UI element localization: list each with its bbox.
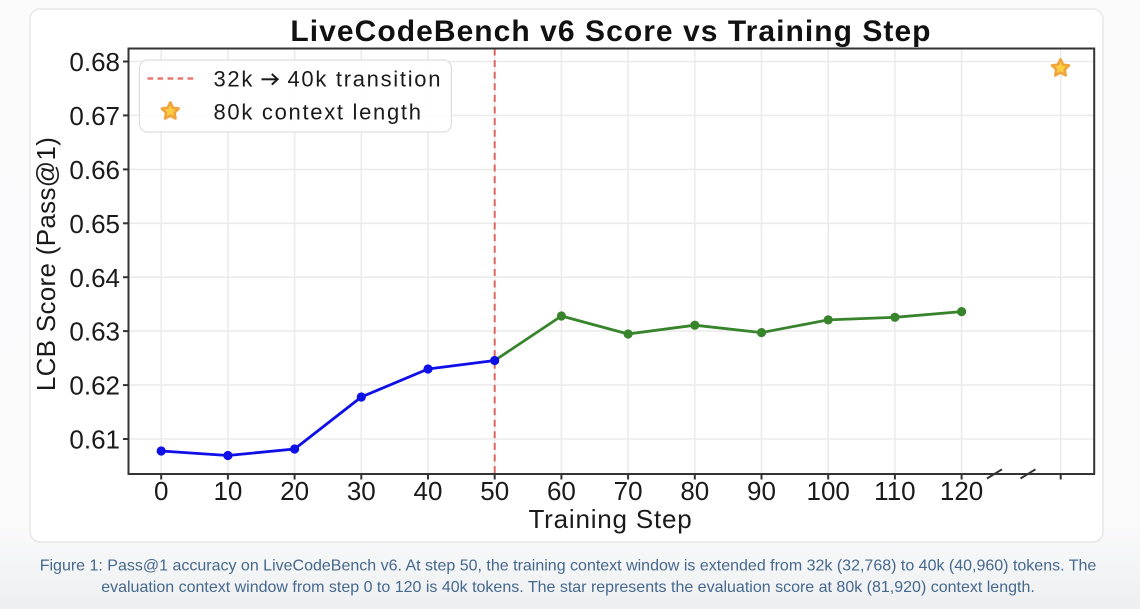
- svg-text:0.62: 0.62: [69, 371, 120, 401]
- svg-text:70: 70: [614, 476, 643, 506]
- svg-text:20: 20: [280, 476, 309, 506]
- svg-text:0.68: 0.68: [69, 47, 120, 77]
- svg-text:Training Step: Training Step: [528, 504, 692, 534]
- svg-text:LCB Score (Pass@1): LCB Score (Pass@1): [31, 137, 61, 391]
- svg-text:32k: 32k: [214, 67, 255, 92]
- svg-text:10: 10: [213, 476, 242, 506]
- svg-text:0.66: 0.66: [69, 155, 120, 185]
- svg-text:Figure 1: Pass@1 accuracy on L: Figure 1: Pass@1 accuracy on LiveCodeBen…: [40, 558, 1097, 575]
- svg-text:40k transition: 40k transition: [288, 67, 443, 92]
- svg-text:0.65: 0.65: [69, 209, 120, 239]
- svg-text:0: 0: [154, 476, 168, 506]
- svg-text:90: 90: [747, 476, 776, 506]
- svg-text:120: 120: [940, 476, 983, 506]
- svg-text:0.64: 0.64: [69, 263, 120, 293]
- svg-text:100: 100: [807, 476, 850, 506]
- svg-text:110: 110: [874, 476, 915, 506]
- svg-text:0.63: 0.63: [69, 317, 120, 347]
- svg-text:60: 60: [547, 476, 576, 506]
- svg-text:30: 30: [347, 476, 376, 506]
- svg-text:LiveCodeBench v6 Score vs Trai: LiveCodeBench v6 Score vs Training Step: [290, 15, 931, 48]
- svg-text:80: 80: [680, 476, 709, 506]
- svg-text:80k context length: 80k context length: [214, 100, 423, 125]
- svg-text:0.61: 0.61: [69, 425, 120, 455]
- svg-text:evaluation context window from: evaluation context window from step 0 to…: [101, 579, 1035, 596]
- svg-text:50: 50: [480, 476, 509, 506]
- svg-text:0.67: 0.67: [69, 101, 120, 131]
- svg-text:40: 40: [414, 476, 443, 506]
